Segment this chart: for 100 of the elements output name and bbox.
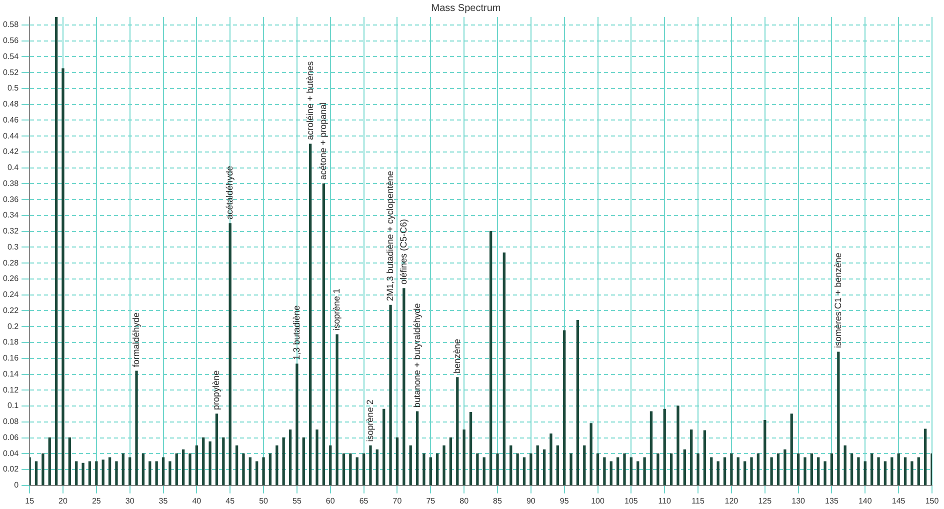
- bar: [643, 457, 646, 486]
- annotation: benzène: [452, 338, 462, 374]
- bar: [409, 445, 412, 486]
- bar: [402, 288, 406, 486]
- bar: [222, 437, 225, 486]
- bar: [54, 17, 58, 486]
- bar: [382, 408, 386, 486]
- bar: [128, 457, 132, 486]
- bar: [436, 453, 439, 486]
- bar: [62, 68, 64, 486]
- y-tick-label: 0.38: [2, 178, 20, 188]
- bar: [175, 453, 178, 486]
- y-tick-label: 0.52: [2, 68, 20, 77]
- y-tick-label: 0.56: [2, 36, 20, 46]
- x-tick-label: 85: [493, 496, 502, 506]
- y-tick-label: 0.44: [2, 131, 20, 140]
- bar: [95, 461, 98, 486]
- bar: [730, 453, 733, 486]
- bar: [82, 462, 84, 486]
- bar: [308, 144, 312, 486]
- bar: [148, 461, 152, 486]
- bar: [502, 252, 506, 486]
- bar: [389, 304, 392, 486]
- y-tick-label: 0.58: [2, 20, 20, 30]
- bar: [917, 457, 920, 486]
- bar: [522, 457, 526, 486]
- x-tick-label: 120: [724, 496, 739, 506]
- bar: [676, 406, 680, 486]
- x-tick-label: 95: [560, 496, 570, 506]
- bar: [744, 461, 746, 486]
- bar: [162, 457, 165, 486]
- bar: [268, 453, 272, 486]
- bar: [590, 423, 592, 486]
- bar: [48, 437, 51, 486]
- x-tick-label: 140: [858, 496, 872, 506]
- bar: [784, 449, 786, 486]
- x-tick-label: 150: [925, 496, 940, 506]
- annotation: oléfines (C5-C6): [398, 218, 408, 285]
- y-tick-label: 0.32: [2, 226, 20, 236]
- y-tick-label: 0.08: [2, 417, 20, 426]
- bar: [877, 457, 880, 486]
- bar: [810, 453, 814, 486]
- bar: [736, 457, 740, 486]
- bar: [469, 412, 472, 486]
- y-tick-label: 0.12: [2, 385, 20, 394]
- y-tick-label: 0.48: [2, 100, 20, 109]
- x-tick-label: 110: [658, 496, 672, 506]
- bar: [756, 453, 760, 486]
- y-tick-label: 0.3: [7, 242, 20, 252]
- bar: [670, 453, 673, 486]
- bar: [556, 445, 559, 486]
- chart-title: Mass Spectrum: [431, 2, 501, 14]
- bar: [796, 453, 800, 486]
- bar: [690, 429, 693, 486]
- x-tick-label: 75: [426, 496, 436, 506]
- bar: [349, 453, 352, 486]
- x-tick-label: 40: [192, 496, 202, 506]
- bar: [703, 430, 706, 486]
- y-tick-label: 0.28: [2, 258, 20, 268]
- y-tick-label: 0.18: [2, 338, 20, 347]
- bar: [256, 461, 258, 486]
- bar: [764, 420, 766, 486]
- bar: [235, 445, 238, 486]
- bar: [362, 453, 366, 486]
- bar: [276, 445, 278, 486]
- bar: [302, 437, 305, 486]
- bar: [242, 453, 245, 486]
- annotation: 2M1,3 butadiène + cyclopentène: [385, 170, 396, 302]
- bar: [750, 457, 753, 486]
- y-tick-label: 0.06: [2, 432, 20, 442]
- x-tick-label: 130: [792, 496, 806, 506]
- bar: [316, 429, 318, 486]
- y-tick-label: 0.42: [2, 147, 20, 156]
- x-tick-label: 30: [125, 496, 135, 506]
- x-tick-label: 115: [692, 496, 705, 506]
- bar: [603, 457, 606, 486]
- bar: [188, 453, 192, 486]
- bar: [182, 449, 185, 486]
- bar: [696, 453, 700, 486]
- annotation: acétone + propanal: [318, 102, 328, 180]
- annotation: acroléine + butènes: [304, 60, 315, 140]
- bar: [75, 461, 78, 486]
- x-tick-label: 105: [624, 496, 638, 506]
- x-tick-label: 135: [825, 496, 839, 506]
- x-tick-label: 90: [526, 496, 536, 506]
- bar: [462, 429, 466, 486]
- bar: [536, 445, 539, 486]
- bar: [550, 433, 552, 486]
- bar: [663, 408, 666, 486]
- bar: [776, 453, 780, 486]
- x-tick-label: 50: [259, 496, 269, 506]
- y-tick-label: 0.34: [2, 210, 20, 220]
- bar: [570, 453, 572, 486]
- bar: [396, 437, 399, 486]
- x-tick-label: 100: [591, 496, 605, 506]
- bar: [630, 457, 633, 486]
- bar: [122, 453, 124, 486]
- bar: [262, 457, 265, 486]
- bar: [288, 429, 292, 486]
- bar: [650, 411, 653, 486]
